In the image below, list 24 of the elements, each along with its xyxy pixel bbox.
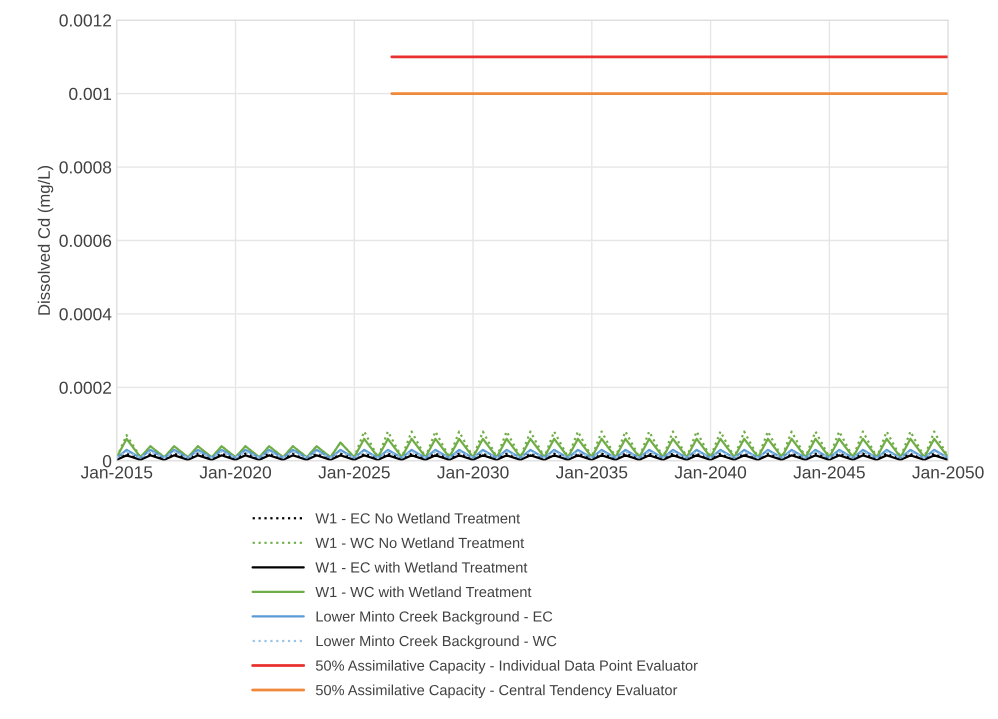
- y-tick-label: 0: [102, 455, 112, 468]
- x-tick-label: Jan-2030: [437, 466, 509, 478]
- x-tick-label: Jan-2045: [793, 466, 865, 478]
- y-tick-label: 0.001: [69, 88, 112, 100]
- legend-label: 50% Assimilative Capacity - Central Tendency Evaluator: [316, 684, 678, 698]
- x-tick-label: Jan-2050: [912, 466, 984, 478]
- y-tick-label: 0.0006: [59, 234, 112, 247]
- legend-label: W1 - EC with Wetland Treatment: [315, 562, 528, 573]
- y-tick-label: 0.0004: [59, 308, 112, 320]
- x-tick-label: Jan-2035: [556, 466, 628, 478]
- legend-label: W1 - WC No Wetland Treatment: [315, 537, 524, 548]
- y-tick-label: 0.0002: [59, 382, 112, 394]
- y-tick-label: 0.0012: [59, 14, 112, 27]
- legend-label: Lower Minto Creek Background - EC: [316, 610, 552, 625]
- legend-label: 50% Assimilative Capacity - Individual Data Point Evaluator: [316, 660, 698, 674]
- x-tick-label: Jan-2015: [80, 466, 152, 478]
- legend-label: W1 - WC with Wetland Treatment: [315, 586, 532, 598]
- x-tick-label: Jan-2020: [200, 466, 272, 478]
- x-tick-label: Jan-2040: [674, 466, 746, 478]
- y-axis-title: Dissolved Cd (mg/L): [38, 166, 54, 315]
- legend-label: W1 - EC No Wetland Treatment: [315, 512, 520, 524]
- x-tick-label: Jan-2025: [318, 466, 390, 478]
- y-tick-label: 0.0008: [59, 161, 112, 174]
- legend-label: Lower Minto Creek Background - WC: [316, 635, 556, 650]
